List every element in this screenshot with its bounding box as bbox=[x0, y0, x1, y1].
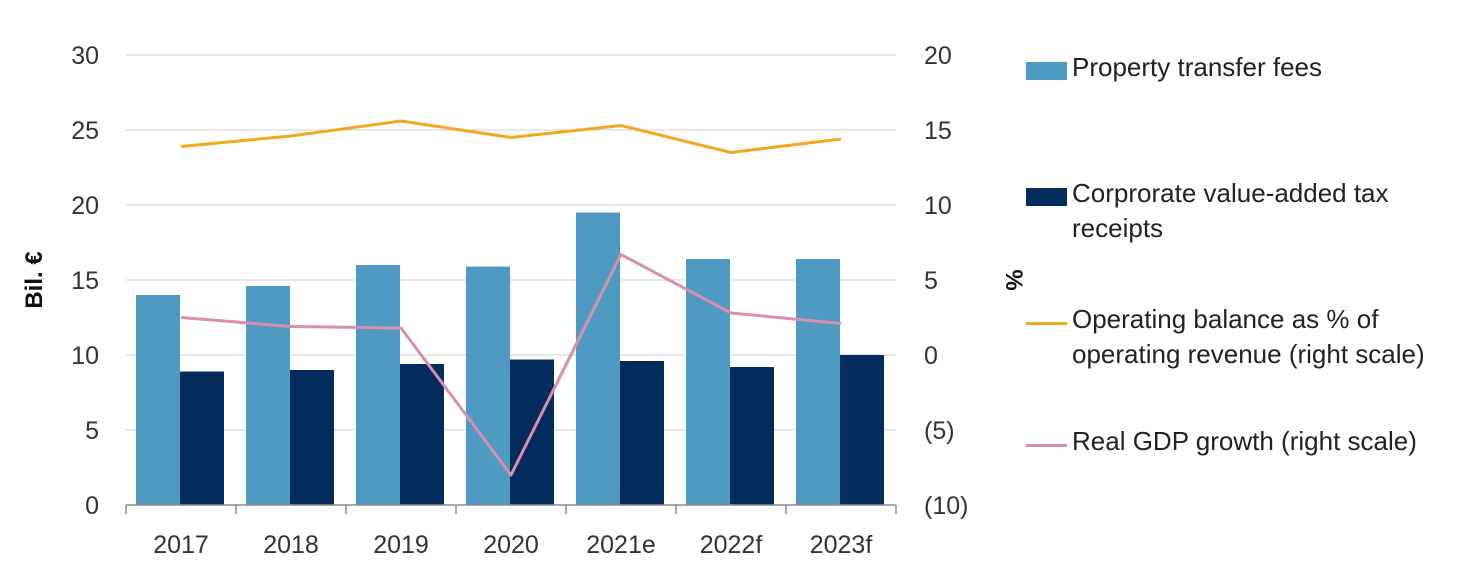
series-line bbox=[180, 119, 842, 154]
legend-label: Corprorate value-added tax receipts bbox=[1072, 178, 1389, 243]
bar bbox=[180, 371, 224, 505]
y2-tick-label: 0 bbox=[924, 342, 938, 370]
legend-swatch bbox=[1026, 322, 1067, 325]
y-tick-label: 15 bbox=[71, 267, 99, 295]
series-line bbox=[180, 253, 842, 477]
y-axis-title: Bil. € bbox=[21, 251, 48, 308]
x-tick-label: 2023f bbox=[810, 531, 873, 559]
legend-item-corporate-vat-receipts: Corprorate value-added tax receipts bbox=[1026, 176, 1472, 246]
bar bbox=[136, 295, 180, 505]
x-tick-label: 2022f bbox=[700, 531, 763, 559]
bar bbox=[576, 212, 620, 505]
bar bbox=[356, 265, 400, 505]
y2-tick-label: 15 bbox=[924, 117, 952, 145]
legend-item-real-gdp-growth: Real GDP growth (right scale) bbox=[1026, 424, 1472, 459]
legend-item-property-transfer-fees: Property transfer fees bbox=[1026, 50, 1472, 85]
x-tick-label: 2019 bbox=[373, 531, 429, 559]
y2-axis-title: % bbox=[1000, 269, 1027, 290]
bar bbox=[400, 364, 444, 505]
bar bbox=[686, 259, 730, 505]
y-tick-label: 30 bbox=[71, 42, 99, 70]
y2-tick-label: (5) bbox=[924, 417, 955, 445]
y2-tick-label: 10 bbox=[924, 192, 952, 220]
bar bbox=[796, 259, 840, 505]
bar bbox=[620, 361, 664, 505]
y-tick-label: 20 bbox=[71, 192, 99, 220]
x-tick-label: 2018 bbox=[263, 531, 319, 559]
x-tick-label: 2020 bbox=[483, 531, 539, 559]
bar bbox=[466, 266, 510, 505]
legend-label: Real GDP growth (right scale) bbox=[1072, 426, 1417, 456]
legend-label: Operating balance as % of operating reve… bbox=[1072, 304, 1425, 369]
y-tick-label: 10 bbox=[71, 342, 99, 370]
y2-tick-label: 5 bbox=[924, 267, 938, 295]
y-tick-label: 25 bbox=[71, 117, 99, 145]
y-tick-label: 0 bbox=[85, 492, 99, 520]
bar bbox=[290, 370, 334, 505]
y2-tick-label: (10) bbox=[924, 492, 968, 520]
y2-tick-label: 20 bbox=[924, 42, 952, 70]
legend-swatch bbox=[1026, 444, 1067, 447]
bar bbox=[730, 367, 774, 505]
x-tick-label: 2021e bbox=[586, 531, 656, 559]
y-tick-label: 5 bbox=[85, 417, 99, 445]
bar bbox=[246, 286, 290, 505]
legend-swatch bbox=[1026, 62, 1067, 80]
legend-label: Property transfer fees bbox=[1072, 52, 1322, 82]
legend-swatch bbox=[1026, 188, 1067, 206]
legend-item-operating-balance: Operating balance as % of operating reve… bbox=[1026, 302, 1472, 372]
x-tick-label: 2017 bbox=[153, 531, 209, 559]
bar bbox=[840, 355, 884, 505]
